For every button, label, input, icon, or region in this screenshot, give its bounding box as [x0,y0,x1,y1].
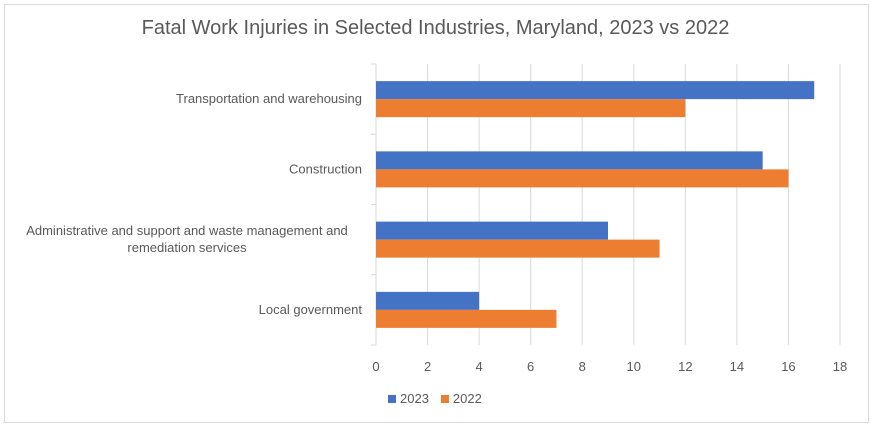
legend-label-2023: 2023 [400,391,429,406]
chart-title: Fatal Work Injuries in Selected Industri… [141,17,730,39]
bar-2023-1 [376,151,763,170]
x-tick-label: 18 [833,359,847,374]
bar-2022-3 [376,309,557,328]
x-tick-label: 16 [781,359,795,374]
category-label: Administrative and support and waste man… [26,223,348,238]
bar-2023-2 [376,221,608,240]
x-tick-label: 2 [424,359,431,374]
x-tick-label: 8 [579,359,586,374]
chart-area [4,4,869,423]
category-label: remediation services [127,240,247,255]
category-label: Transportation and warehousing [176,91,362,106]
x-tick-label: 14 [730,359,744,374]
bar-2022-2 [376,239,660,258]
x-tick-label: 4 [475,359,482,374]
x-tick-label: 12 [678,359,692,374]
x-tick-label: 6 [527,359,534,374]
category-label: Construction [289,161,362,176]
legend-item-2023: 2023 [388,391,429,406]
x-tick-label: 0 [372,359,379,374]
bar-2023-3 [376,291,480,310]
bar-2022-0 [376,99,686,118]
category-label: Local government [259,302,363,317]
legend-item-2022: 2022 [440,391,482,406]
legend: 2023 2022 [388,391,482,406]
x-tick-label: 10 [627,359,641,374]
legend-swatch-2022 [440,394,449,403]
legend-label-2022: 2022 [452,391,482,406]
legend-swatch-2023 [388,394,396,403]
bar-2022-1 [376,169,789,188]
bar-2023-0 [376,81,815,100]
